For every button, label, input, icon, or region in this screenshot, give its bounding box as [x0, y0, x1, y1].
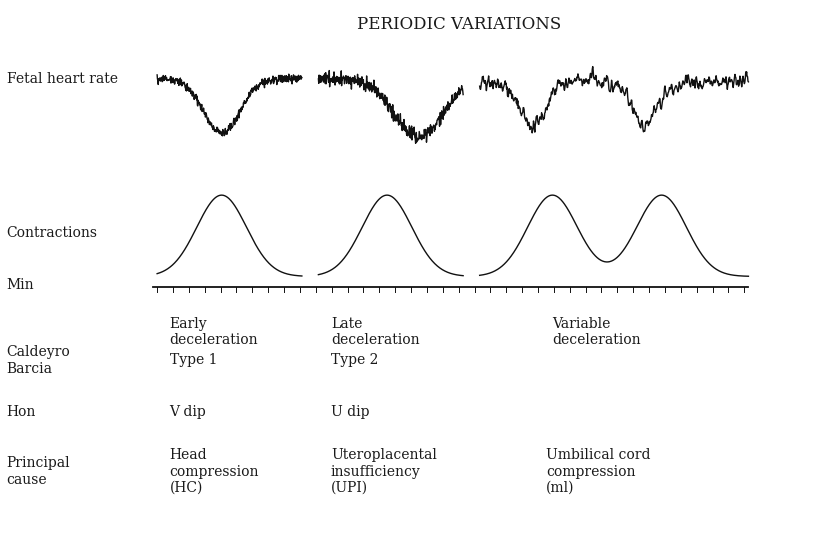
Text: Fetal heart rate: Fetal heart rate — [7, 72, 117, 86]
Text: Contractions: Contractions — [7, 226, 98, 240]
Text: Early
deceleration: Early deceleration — [170, 317, 258, 347]
Text: Hon: Hon — [7, 405, 36, 419]
Text: Type 1: Type 1 — [170, 353, 217, 367]
Text: Type 2: Type 2 — [331, 353, 378, 367]
Text: PERIODIC VARIATIONS: PERIODIC VARIATIONS — [357, 16, 561, 33]
Text: Uteroplacental
insufficiency
(UPI): Uteroplacental insufficiency (UPI) — [331, 448, 437, 495]
Text: Min: Min — [7, 278, 34, 292]
Text: Variable
deceleration: Variable deceleration — [552, 317, 641, 347]
Text: V dip: V dip — [170, 405, 206, 419]
Text: Umbilical cord
compression
(ml): Umbilical cord compression (ml) — [546, 448, 650, 495]
Text: Late
deceleration: Late deceleration — [331, 317, 419, 347]
Text: Principal
cause: Principal cause — [7, 456, 70, 487]
Text: Head
compression
(HC): Head compression (HC) — [170, 448, 259, 495]
Text: U dip: U dip — [331, 405, 370, 419]
Text: Caldeyro
Barcia: Caldeyro Barcia — [7, 345, 70, 376]
